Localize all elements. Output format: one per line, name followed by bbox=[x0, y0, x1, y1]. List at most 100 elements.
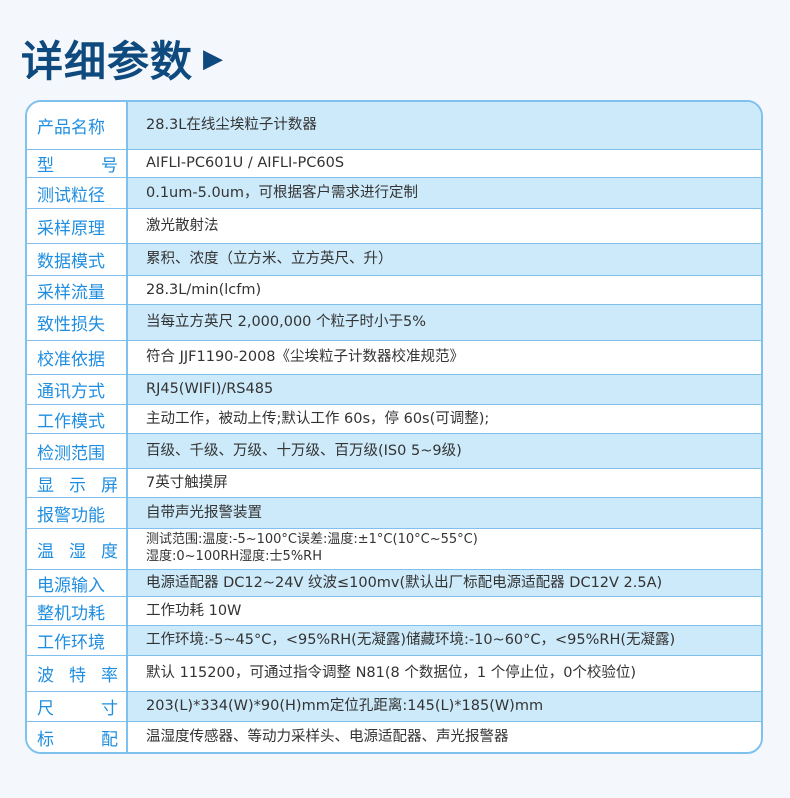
spec-row: 标配 温湿度传感器、等动力采样头、电源适配器、声光报警器 bbox=[27, 721, 761, 752]
spec-label: 报警功能 bbox=[37, 505, 105, 526]
spec-row: 产品名称 28.3L在线尘埃粒子计数器 bbox=[27, 102, 761, 149]
spec-label: 采样原理 bbox=[37, 218, 105, 239]
spec-label-cell: 数据模式 bbox=[27, 244, 128, 275]
spec-label: 测试粒径 bbox=[37, 185, 105, 206]
spec-label-cell: 标配 bbox=[27, 722, 128, 752]
spec-label: 波特率 bbox=[37, 666, 118, 686]
spec-value: 自带声光报警装置 bbox=[128, 498, 761, 528]
spec-value-text: 符合 JJF1190-2008《尘埃粒子计数器校准规范》 bbox=[146, 349, 465, 366]
spec-value: 百级、千级、万级、十万级、百万级(IS0 5~9级) bbox=[128, 434, 761, 468]
spec-value-text: 百级、千级、万级、十万级、百万级(IS0 5~9级) bbox=[146, 442, 462, 459]
spec-value-text-line2: 湿度:0~100RH湿度:士5%RH bbox=[146, 549, 322, 564]
spec-value-text: RJ45(WIFI)/RS485 bbox=[146, 381, 274, 398]
spec-value-text: 7英寸触摸屏 bbox=[146, 474, 228, 491]
spec-row: 采样流量 28.3L/min(lcfm) bbox=[27, 275, 761, 304]
spec-label: 采样流量 bbox=[37, 282, 105, 303]
spec-value: 7英寸触摸屏 bbox=[128, 469, 761, 497]
spec-label-cell: 报警功能 bbox=[27, 498, 128, 528]
spec-value: 工作功耗 10W bbox=[128, 597, 761, 625]
spec-value-text: 28.3L在线尘埃粒子计数器 bbox=[146, 117, 317, 134]
spec-label: 致性损失 bbox=[37, 315, 105, 335]
spec-row: 致性损失 当每立方英尺 2,000,000 个粒子时小于5% bbox=[27, 304, 761, 340]
spec-row: 报警功能 自带声光报警装置 bbox=[27, 497, 761, 528]
spec-value-text: 默认 115200，可通过指令调整 N81(8 个数据位，1 个停止位，0个校验… bbox=[146, 665, 637, 682]
spec-row: 整机功耗 工作功耗 10W bbox=[27, 596, 761, 625]
spec-label: 产品名称 bbox=[37, 118, 105, 138]
spec-value: 0.1um-5.0um，可根据客户需求进行定制 bbox=[128, 178, 761, 208]
spec-value: 28.3L/min(lcfm) bbox=[128, 276, 761, 304]
spec-value: 激光散射法 bbox=[128, 209, 761, 243]
spec-label: 工作环境 bbox=[37, 633, 105, 653]
spec-value-text: 自带声光报警装置 bbox=[146, 504, 262, 521]
spec-label-cell: 显示屏 bbox=[27, 469, 128, 497]
spec-label: 通讯方式 bbox=[37, 382, 105, 402]
spec-label-cell: 波特率 bbox=[27, 656, 128, 691]
spec-row: 温湿度 测试范围:温度:-5~100°C误差:温度:±1°C(10°C~55°C)… bbox=[27, 528, 761, 569]
spec-value: 主动工作，被动上传;默认工作 60s，停 60s(可调整); bbox=[128, 405, 761, 433]
spec-value-text: 温湿度传感器、等动力采样头、电源适配器、声光报警器 bbox=[146, 728, 509, 745]
spec-row: 校准依据 符合 JJF1190-2008《尘埃粒子计数器校准规范》 bbox=[27, 340, 761, 374]
spec-value-text: 工作环境:-5~45°C，<95%RH(无凝露)储藏环境:-10~60°C，<9… bbox=[146, 632, 676, 649]
spec-value-text: 工作功耗 10W bbox=[146, 602, 242, 619]
spec-value: 28.3L在线尘埃粒子计数器 bbox=[128, 102, 761, 149]
spec-label: 型号 bbox=[37, 156, 118, 176]
spec-value: 测试范围:温度:-5~100°C误差:温度:±1°C(10°C~55°C) 湿度:… bbox=[128, 529, 761, 569]
spec-label: 标配 bbox=[37, 729, 118, 750]
spec-value-text: 当每立方英尺 2,000,000 个粒子时小于5% bbox=[146, 314, 427, 331]
spec-label-cell: 电源输入 bbox=[27, 570, 128, 596]
spec-value-text: 28.3L/min(lcfm) bbox=[146, 281, 262, 298]
spec-value-text: 203(L)*334(W)*90(H)mm定位孔距离:145(L)*185(W)… bbox=[146, 698, 544, 715]
spec-label-cell: 整机功耗 bbox=[27, 597, 128, 625]
spec-row: 尺寸 203(L)*334(W)*90(H)mm定位孔距离:145(L)*185(… bbox=[27, 691, 761, 721]
spec-value: 当每立方英尺 2,000,000 个粒子时小于5% bbox=[128, 305, 761, 340]
spec-label: 整机功耗 bbox=[37, 603, 105, 624]
spec-label-cell: 校准依据 bbox=[27, 341, 128, 374]
spec-value: 符合 JJF1190-2008《尘埃粒子计数器校准规范》 bbox=[128, 341, 761, 374]
spec-value: 温湿度传感器、等动力采样头、电源适配器、声光报警器 bbox=[128, 722, 761, 752]
spec-label-cell: 工作环境 bbox=[27, 626, 128, 655]
spec-label: 显示屏 bbox=[37, 475, 118, 496]
spec-row: 型号 AIFLI-PC601U / AIFLI-PC60S bbox=[27, 149, 761, 177]
spec-value-text: 累积、浓度（立方米、立方英尺、升） bbox=[146, 251, 393, 268]
spec-label: 电源输入 bbox=[37, 575, 105, 596]
spec-value: 电源适配器 DC12~24V 纹波≤100mv(默认出厂标配电源适配器 DC12… bbox=[128, 570, 761, 596]
spec-row: 工作环境 工作环境:-5~45°C，<95%RH(无凝露)储藏环境:-10~60°… bbox=[27, 625, 761, 655]
spec-value-text: 激光散射法 bbox=[146, 217, 219, 234]
spec-value: RJ45(WIFI)/RS485 bbox=[128, 375, 761, 404]
page-title: 详细参数 ▶ bbox=[21, 28, 224, 89]
spec-label-cell: 工作模式 bbox=[27, 405, 128, 433]
spec-value: 工作环境:-5~45°C，<95%RH(无凝露)储藏环境:-10~60°C，<9… bbox=[128, 626, 761, 655]
spec-row: 工作模式 主动工作，被动上传;默认工作 60s，停 60s(可调整); bbox=[27, 404, 761, 433]
page-title-text: 详细参数 bbox=[21, 37, 194, 86]
spec-label: 工作模式 bbox=[37, 411, 105, 432]
spec-row: 数据模式 累积、浓度（立方米、立方英尺、升） bbox=[27, 243, 761, 275]
spec-value: AIFLI-PC601U / AIFLI-PC60S bbox=[128, 150, 761, 177]
spec-label-cell: 测试粒径 bbox=[27, 178, 128, 208]
spec-row: 通讯方式 RJ45(WIFI)/RS485 bbox=[27, 374, 761, 404]
spec-label-cell: 产品名称 bbox=[27, 102, 128, 149]
spec-row: 显示屏 7英寸触摸屏 bbox=[27, 468, 761, 497]
spec-label-cell: 采样原理 bbox=[27, 209, 128, 243]
spec-label-cell: 型号 bbox=[27, 150, 128, 177]
spec-value: 累积、浓度（立方米、立方英尺、升） bbox=[128, 244, 761, 275]
spec-label: 尺寸 bbox=[37, 699, 118, 719]
spec-label-cell: 尺寸 bbox=[27, 692, 128, 721]
spec-value-text: 主动工作，被动上传;默认工作 60s，停 60s(可调整); bbox=[146, 410, 490, 427]
spec-row: 采样原理 激光散射法 bbox=[27, 208, 761, 243]
spec-value-text: AIFLI-PC601U / AIFLI-PC60S bbox=[146, 155, 345, 172]
spec-value-text: 0.1um-5.0um，可根据客户需求进行定制 bbox=[146, 184, 418, 201]
spec-label-cell: 温湿度 bbox=[27, 529, 128, 569]
spec-value: 203(L)*334(W)*90(H)mm定位孔距离:145(L)*185(W)… bbox=[128, 692, 761, 721]
spec-row: 波特率 默认 115200，可通过指令调整 N81(8 个数据位，1 个停止位，0… bbox=[27, 655, 761, 691]
spec-label: 温湿度 bbox=[37, 541, 118, 562]
spec-label-cell: 检测范围 bbox=[27, 434, 128, 468]
spec-label-cell: 致性损失 bbox=[27, 305, 128, 340]
spec-label-cell: 通讯方式 bbox=[27, 375, 128, 404]
spec-row: 检测范围 百级、千级、万级、十万级、百万级(IS0 5~9级) bbox=[27, 433, 761, 468]
spec-label: 检测范围 bbox=[37, 443, 105, 464]
spec-label: 校准依据 bbox=[37, 350, 105, 370]
spec-table: 产品名称 28.3L在线尘埃粒子计数器型号 AIFLI-PC601U / AIFLI… bbox=[25, 100, 763, 754]
spec-label-cell: 采样流量 bbox=[27, 276, 128, 304]
spec-row: 测试粒径 0.1um-5.0um，可根据客户需求进行定制 bbox=[27, 177, 761, 208]
spec-value: 默认 115200，可通过指令调整 N81(8 个数据位，1 个停止位，0个校验… bbox=[128, 656, 761, 691]
